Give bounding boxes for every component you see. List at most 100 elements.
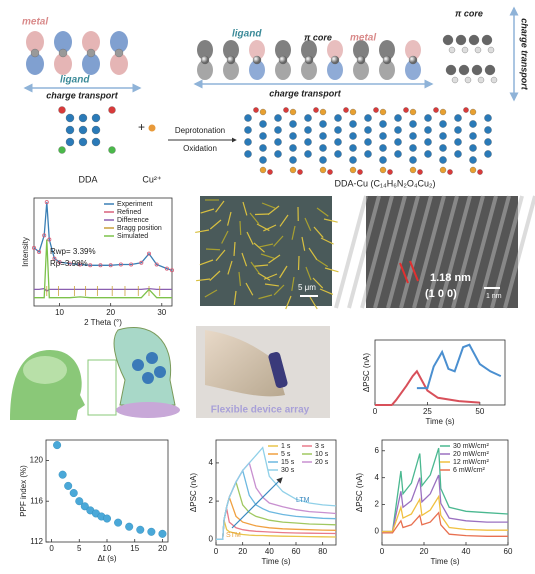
crystal	[241, 252, 248, 267]
atom	[382, 55, 392, 65]
atom	[91, 113, 101, 123]
atom	[484, 114, 492, 122]
atom	[379, 144, 387, 152]
atom	[78, 113, 88, 123]
atom	[379, 156, 387, 164]
atom	[86, 48, 96, 58]
orbital	[82, 53, 100, 75]
atom	[454, 150, 462, 158]
atom	[313, 107, 319, 113]
legend-label: 1 s	[281, 443, 291, 450]
atom	[65, 125, 75, 135]
atom	[334, 138, 342, 146]
chart: 10 20 30 2 Theta (°) Intensity ExperimentRefi…	[21, 197, 174, 327]
atom	[304, 126, 312, 134]
atom	[327, 169, 333, 175]
crystal	[205, 248, 221, 251]
point	[80, 502, 89, 511]
atom	[319, 166, 327, 174]
x-axis-label: 2 Theta (°)	[84, 318, 122, 327]
atom	[481, 34, 493, 46]
atom	[364, 138, 372, 146]
atom	[394, 114, 402, 122]
y-tick-label: 4	[375, 473, 380, 482]
crystal	[259, 243, 274, 248]
x-tick-label: 10	[103, 544, 112, 553]
orbital	[301, 60, 317, 80]
y-axis-label: ΔPSC (nA)	[362, 353, 371, 392]
atom	[319, 120, 327, 128]
lattice	[412, 195, 446, 309]
atom	[334, 114, 342, 122]
crystal	[305, 266, 312, 281]
atom	[484, 150, 492, 158]
label: 1.18 nm	[430, 272, 471, 284]
y-tick-label: 116	[30, 496, 43, 505]
atom	[439, 108, 447, 116]
atom	[356, 55, 366, 65]
crystal	[316, 207, 329, 217]
crystal	[242, 201, 248, 216]
legend-label: 20 mW/cm²	[453, 451, 489, 458]
crystal	[263, 273, 278, 280]
crystal	[253, 242, 265, 253]
atom	[349, 166, 357, 174]
x-tick-label: 80	[318, 547, 327, 556]
atom	[289, 144, 297, 152]
marker	[42, 233, 47, 238]
y-axis-label: ΔPSC (nA)	[189, 473, 198, 512]
point	[69, 489, 78, 498]
annotation: Rp=3.98%	[50, 259, 88, 268]
marker	[44, 200, 49, 205]
orbital	[353, 40, 369, 60]
plot-frame	[215, 439, 337, 546]
point	[136, 525, 145, 534]
atom	[379, 120, 387, 128]
lattice	[373, 195, 407, 309]
crystal	[227, 211, 232, 226]
atom	[433, 107, 439, 113]
crystal	[215, 249, 226, 262]
legend-label: 20 s	[315, 459, 329, 466]
crystal	[301, 236, 306, 251]
atom	[259, 132, 267, 140]
atom	[274, 126, 282, 134]
atom	[259, 166, 267, 174]
atom	[387, 169, 393, 175]
atom	[394, 138, 402, 146]
marker	[88, 263, 93, 268]
x-tick-label: 15	[130, 544, 139, 553]
marker	[32, 245, 37, 250]
atom	[442, 34, 454, 46]
crystal	[264, 283, 279, 287]
crystal	[261, 202, 276, 209]
atom	[451, 76, 459, 84]
lattice	[425, 195, 459, 309]
lattice	[360, 195, 394, 309]
atom	[424, 114, 432, 122]
y-tick-label: 2	[209, 496, 214, 505]
atom	[289, 132, 297, 140]
x-tick-label: 10	[55, 308, 64, 317]
atom	[330, 55, 340, 65]
crystal	[320, 237, 334, 245]
crystal	[267, 205, 280, 216]
atom	[349, 144, 357, 152]
orbital	[327, 60, 343, 80]
orbital	[26, 53, 44, 75]
y-tick-label: 112	[30, 537, 43, 546]
atom	[78, 137, 88, 147]
marker	[78, 262, 83, 267]
crystal	[273, 235, 284, 247]
x-tick-label: 50	[475, 407, 484, 416]
label: charge transport	[520, 18, 530, 91]
crystal	[263, 224, 277, 232]
annotation: LTM	[296, 497, 310, 504]
atom	[364, 150, 372, 158]
atom	[278, 55, 288, 65]
lattice	[334, 195, 368, 309]
atom	[408, 55, 418, 65]
x-axis-label: Δt (s)	[97, 554, 116, 563]
legend-label: 12 mW/cm²	[453, 459, 489, 466]
point	[147, 527, 156, 536]
